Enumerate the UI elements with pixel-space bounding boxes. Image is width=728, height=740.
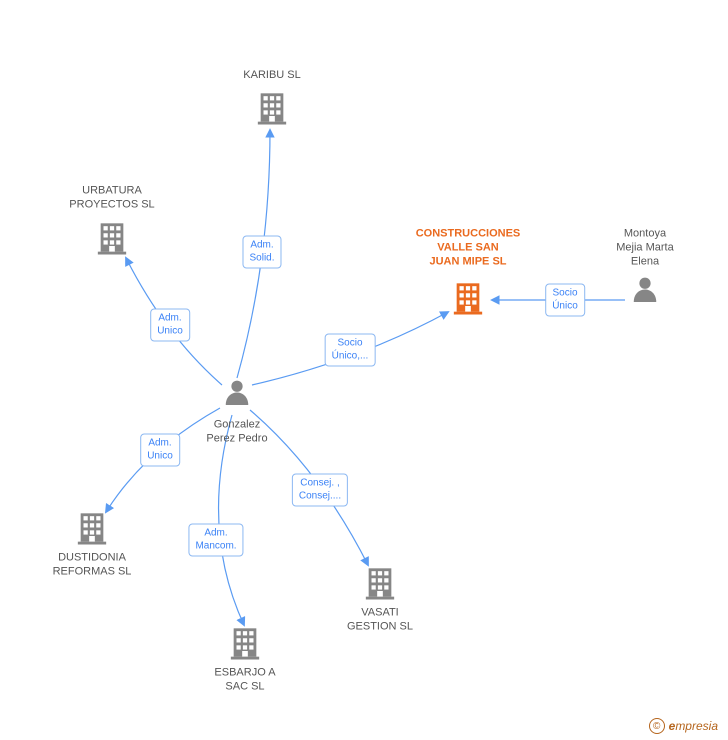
node-label-wrap[interactable]: VASATI GESTION SL [310, 606, 450, 634]
node-label: VASATI GESTION SL [310, 606, 450, 634]
person-icon [222, 378, 252, 413]
person-node-icon-wrap[interactable] [630, 275, 660, 310]
node-label: DUSTIDONIA REFORMAS SL [22, 551, 162, 579]
copyright-icon: © [649, 718, 665, 734]
node-label-wrap[interactable]: CONSTRUCCIONES VALLE SAN JUAN MIPE SL [398, 227, 538, 268]
person-icon [630, 275, 660, 310]
credit-line: © empresia [649, 718, 718, 734]
credit-text: empresia [669, 719, 718, 733]
edge-label: Socio Único,... [325, 334, 376, 367]
node-label: ESBARJO A SAC SL [175, 666, 315, 694]
building-node-icon-wrap[interactable] [255, 91, 289, 130]
diagram-canvas: Gonzalez Perez Pedro Montoya Mejia Marta … [0, 0, 728, 740]
node-label: KARIBU SL [202, 69, 342, 83]
edge-label: Adm. Mancom. [188, 524, 243, 557]
building-node-icon-wrap[interactable] [75, 511, 109, 550]
node-label: Gonzalez Perez Pedro [167, 418, 307, 446]
building-node-icon-wrap[interactable] [451, 281, 485, 320]
building-node-icon-wrap[interactable] [228, 626, 262, 665]
building-icon [255, 91, 289, 130]
building-node-icon-wrap[interactable] [363, 566, 397, 605]
node-label-wrap[interactable]: Gonzalez Perez Pedro [167, 418, 307, 446]
building-icon [363, 566, 397, 605]
building-icon [95, 221, 129, 260]
node-label-wrap[interactable]: KARIBU SL [202, 69, 342, 83]
node-label-wrap[interactable]: DUSTIDONIA REFORMAS SL [22, 551, 162, 579]
edge-label: Adm. Unico [140, 434, 180, 467]
edge-label: Adm. Unico [150, 309, 190, 342]
building-icon [228, 626, 262, 665]
node-label-wrap[interactable]: Montoya Mejia Marta Elena [575, 227, 715, 268]
node-label-wrap[interactable]: URBATURA PROYECTOS SL [42, 184, 182, 212]
node-label: URBATURA PROYECTOS SL [42, 184, 182, 212]
person-node-icon-wrap[interactable] [222, 378, 252, 413]
edge-label: Adm. Solid. [242, 236, 281, 269]
building-icon [451, 281, 485, 320]
node-label: Montoya Mejia Marta Elena [575, 227, 715, 268]
node-label-wrap[interactable]: ESBARJO A SAC SL [175, 666, 315, 694]
edge [219, 415, 244, 625]
node-label: CONSTRUCCIONES VALLE SAN JUAN MIPE SL [398, 227, 538, 268]
edge-label: Socio Único [545, 284, 585, 317]
building-node-icon-wrap[interactable] [95, 221, 129, 260]
building-icon [75, 511, 109, 550]
edge-label: Consej. , Consej.... [292, 474, 348, 507]
